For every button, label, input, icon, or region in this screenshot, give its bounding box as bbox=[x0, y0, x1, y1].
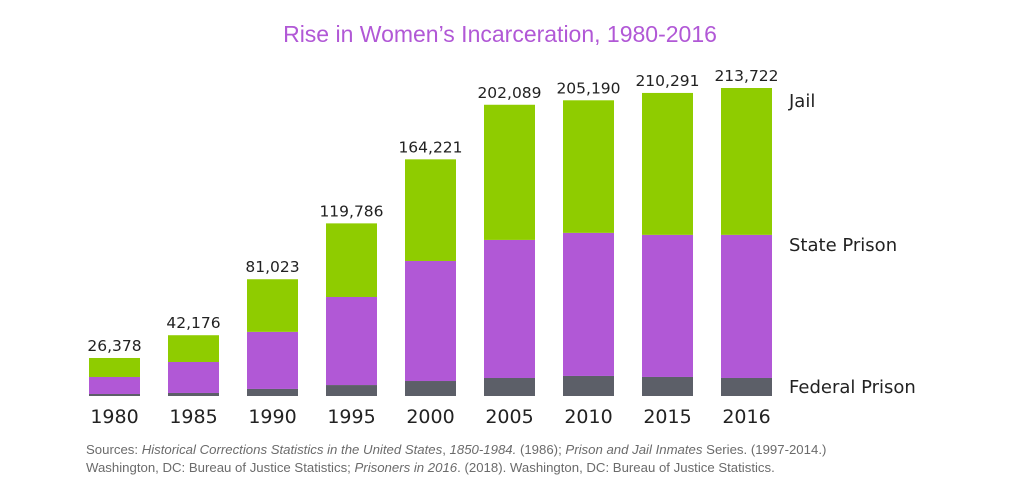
bar-segment-state-prison-1995 bbox=[326, 296, 377, 386]
bar-segment-jail-2000 bbox=[405, 159, 456, 261]
legend-state-prison: State Prison bbox=[789, 235, 897, 256]
source-ref2-rest: Series. (1997-2014.) bbox=[702, 442, 827, 457]
x-tick-2010: 2010 bbox=[564, 406, 612, 428]
bar-segment-state-prison-2000 bbox=[405, 260, 456, 382]
bar-segment-state-prison-1985 bbox=[168, 361, 219, 393]
source-ref1-title: Historical Corrections Statistics in the… bbox=[141, 442, 443, 457]
bar-segment-jail-2010 bbox=[563, 100, 614, 233]
value-label-2005: 202,089 bbox=[477, 84, 541, 102]
bar-segment-federal-prison-1990 bbox=[247, 388, 298, 396]
bar-segment-federal-prison-2015 bbox=[642, 376, 693, 396]
bar-segment-state-prison-2016 bbox=[721, 234, 772, 378]
x-tick-1985: 1985 bbox=[169, 406, 217, 428]
bar-segment-federal-prison-2005 bbox=[484, 377, 535, 396]
bar-segment-jail-1995 bbox=[326, 223, 377, 297]
bar-segment-state-prison-2005 bbox=[484, 239, 535, 378]
bar-segment-jail-2016 bbox=[721, 88, 772, 235]
value-labels-group: 26,378 42,176 81,023 119,786 164,221 202,089 2… bbox=[87, 67, 778, 355]
value-label-1995: 119,786 bbox=[319, 202, 383, 220]
value-label-1980: 26,378 bbox=[87, 337, 141, 355]
source-ref1-years: 1850-1984. bbox=[449, 442, 517, 457]
source-label: Sources: bbox=[86, 442, 142, 457]
x-tick-1990: 1990 bbox=[248, 406, 296, 428]
legend: Jail State Prison Federal Prison bbox=[788, 91, 916, 398]
bar-segment-jail-2005 bbox=[484, 104, 535, 240]
bar-segment-jail-1990 bbox=[247, 279, 298, 332]
x-tick-2016: 2016 bbox=[722, 406, 770, 428]
x-tick-1980: 1980 bbox=[90, 406, 138, 428]
source-ref3-rest: . (2018). Washington, DC: Bureau of Just… bbox=[457, 460, 775, 475]
x-axis-ticks: 1980 1985 1990 1995 2000 2005 2010 2015 2016 bbox=[90, 406, 770, 428]
legend-jail: Jail bbox=[788, 91, 815, 112]
bar-segment-federal-prison-1985 bbox=[168, 392, 219, 396]
source-note: Sources: Historical Corrections Statisti… bbox=[86, 441, 986, 477]
bar-segment-state-prison-2015 bbox=[642, 234, 693, 377]
bar-segment-state-prison-1990 bbox=[247, 331, 298, 389]
value-label-2010: 205,190 bbox=[556, 79, 620, 97]
bar-segment-state-prison-1980 bbox=[89, 376, 140, 394]
source-ref3-title: Prisoners in 2016 bbox=[354, 460, 458, 475]
bar-segment-state-prison-2010 bbox=[563, 232, 614, 376]
legend-federal-prison: Federal Prison bbox=[789, 377, 916, 398]
bar-segment-federal-prison-1980 bbox=[89, 393, 140, 396]
value-label-2000: 164,221 bbox=[398, 138, 462, 156]
chart-title: Rise in Women’s Incarceration, 1980-2016 bbox=[283, 21, 717, 47]
source-line2-start: Washington, DC: Bureau of Justice Statis… bbox=[86, 460, 355, 475]
x-tick-2015: 2015 bbox=[643, 406, 691, 428]
x-tick-1995: 1995 bbox=[327, 406, 375, 428]
value-label-2015: 210,291 bbox=[635, 72, 699, 90]
bar-segment-jail-1980 bbox=[89, 357, 140, 377]
bar-segment-federal-prison-2000 bbox=[405, 381, 456, 396]
value-label-1985: 42,176 bbox=[166, 314, 220, 332]
source-ref1-sep: , bbox=[442, 442, 450, 457]
bar-segment-jail-1985 bbox=[168, 335, 219, 362]
bar-segment-federal-prison-2016 bbox=[721, 377, 772, 396]
bars-group bbox=[89, 88, 772, 396]
value-label-2016: 213,722 bbox=[714, 67, 778, 85]
bar-segment-federal-prison-1995 bbox=[326, 385, 377, 396]
value-label-1990: 81,023 bbox=[245, 258, 299, 276]
x-tick-2005: 2005 bbox=[485, 406, 533, 428]
source-ref2-title: Prison and Jail Inmates bbox=[565, 442, 703, 457]
bar-segment-federal-prison-2010 bbox=[563, 375, 614, 396]
bar-segment-jail-2015 bbox=[642, 92, 693, 235]
source-ref1-pub: (1986); bbox=[516, 442, 566, 457]
x-tick-2000: 2000 bbox=[406, 406, 454, 428]
